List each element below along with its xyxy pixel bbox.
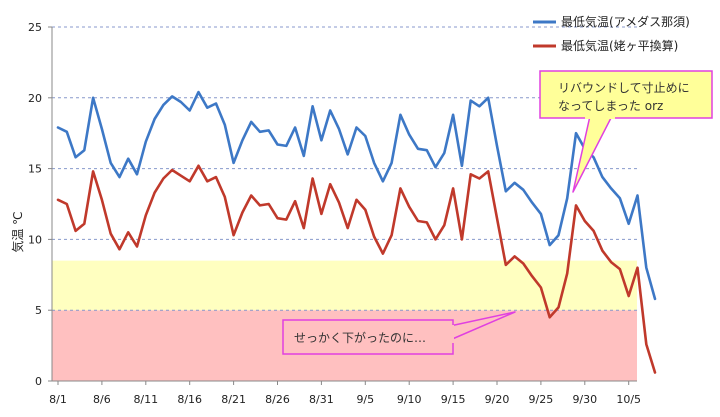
series-lines: [56, 90, 657, 374]
x-tick-13: 10/5: [616, 393, 641, 406]
x-tick-8: 9/10: [397, 393, 422, 406]
callout-dropped-box: [282, 319, 454, 355]
callout-dropped-joint: [450, 325, 454, 343]
x-tick-6: 8/31: [309, 393, 334, 406]
x-tick-0: 8/1: [49, 393, 67, 406]
y-tick-25: 25: [28, 21, 42, 34]
y-tick-0: 0: [35, 375, 42, 388]
x-tick-labels: 8/1 8/6 8/11 8/16 8/21 8/26 8/31 9/5 9/10 9/15 9/2…: [49, 381, 641, 406]
legend-label-1: 最低気温(姥ヶ平換算): [561, 38, 678, 53]
x-tick-4: 8/21: [221, 393, 246, 406]
x-tick-2: 8/11: [133, 393, 158, 406]
x-tick-7: 9/5: [356, 393, 374, 406]
y-tick-labels: 0 5 10 15 20 25: [28, 21, 52, 388]
band-1: [52, 260, 637, 311]
x-tick-5: 8/26: [265, 393, 290, 406]
callout-rebound-box: [539, 70, 713, 119]
x-tick-11: 9/25: [529, 393, 554, 406]
series-line-0: [56, 90, 657, 301]
y-tick-10: 10: [28, 233, 42, 246]
series-line-1: [56, 164, 657, 374]
y-tick-15: 15: [28, 163, 42, 176]
y-tick-5: 5: [35, 304, 42, 317]
axes: [51, 27, 637, 382]
legend: 最低気温(アメダス那須) 最低気温(姥ヶ平換算): [533, 14, 690, 53]
x-tick-1: 8/6: [93, 393, 111, 406]
callout-rebound-text-1: なってしまった orz: [558, 99, 663, 113]
y-axis-label: 気温 ℃: [10, 211, 25, 252]
x-tick-10: 9/20: [485, 393, 510, 406]
x-tick-9: 9/15: [441, 393, 466, 406]
y-tick-20: 20: [28, 92, 42, 105]
legend-label-0: 最低気温(アメダス那須): [561, 14, 690, 29]
x-tick-12: 9/30: [572, 393, 597, 406]
callout-rebound-text-0: リバウンドして寸止めに: [558, 81, 690, 95]
callout-rebound-joint: [585, 115, 615, 119]
callout-dropped-text-0: せっかく下がったのに…: [294, 330, 426, 345]
x-tick-3: 8/16: [177, 393, 202, 406]
